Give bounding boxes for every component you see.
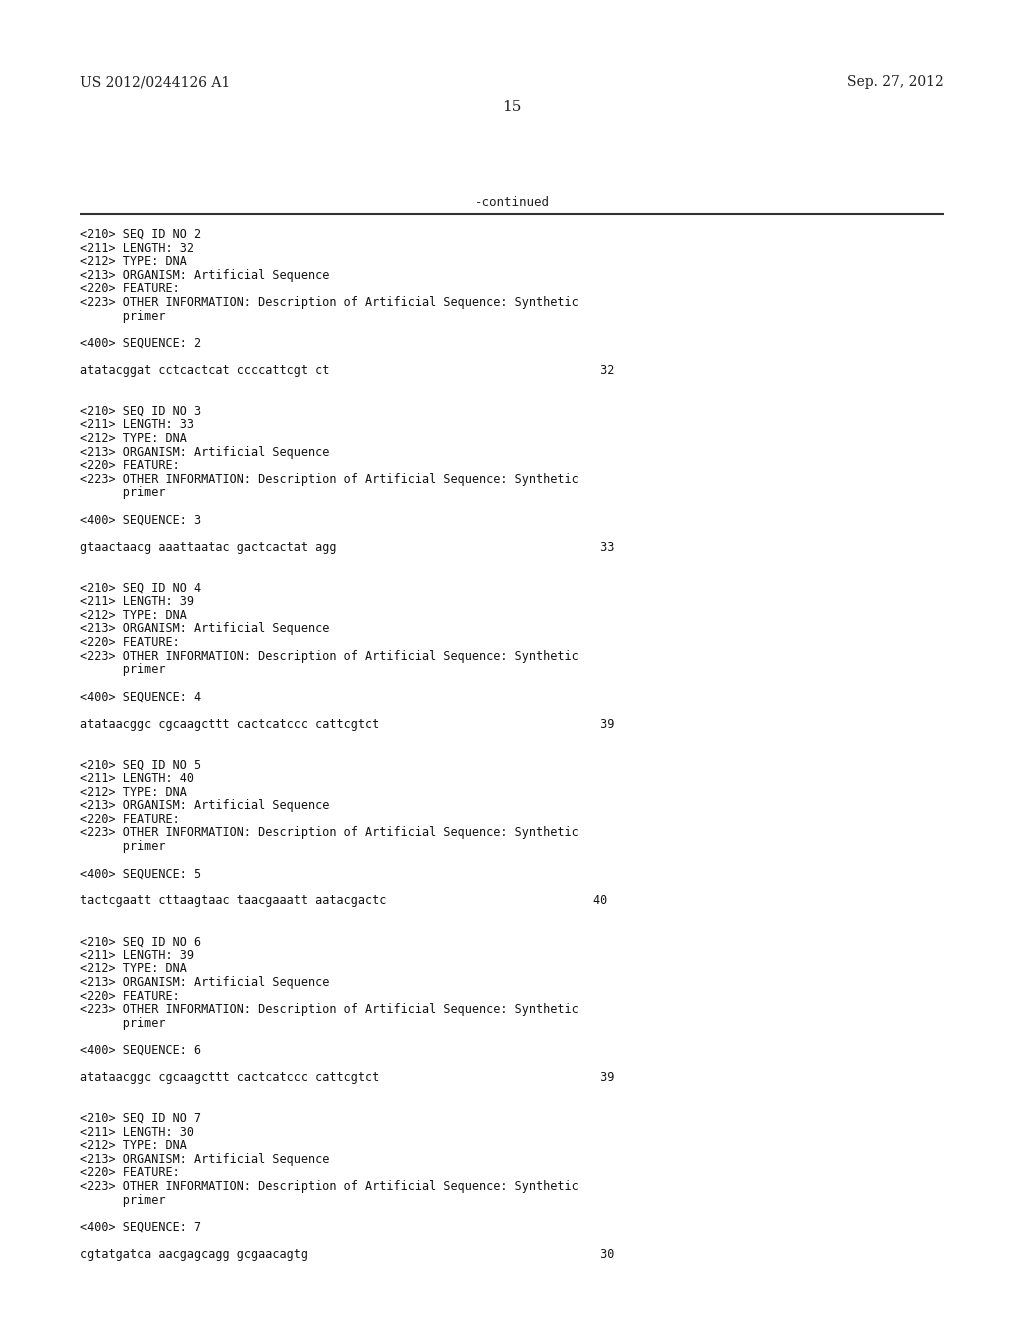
- Text: <213> ORGANISM: Artificial Sequence: <213> ORGANISM: Artificial Sequence: [80, 799, 330, 812]
- Text: <210> SEQ ID NO 6: <210> SEQ ID NO 6: [80, 935, 201, 948]
- Text: primer: primer: [80, 663, 166, 676]
- Text: <223> OTHER INFORMATION: Description of Artificial Sequence: Synthetic: <223> OTHER INFORMATION: Description of …: [80, 1003, 579, 1016]
- Text: atataacggc cgcaagcttt cactcatccc cattcgtct                               39: atataacggc cgcaagcttt cactcatccc cattcgt…: [80, 1072, 614, 1084]
- Text: <213> ORGANISM: Artificial Sequence: <213> ORGANISM: Artificial Sequence: [80, 975, 330, 989]
- Text: <223> OTHER INFORMATION: Description of Artificial Sequence: Synthetic: <223> OTHER INFORMATION: Description of …: [80, 473, 579, 486]
- Text: <213> ORGANISM: Artificial Sequence: <213> ORGANISM: Artificial Sequence: [80, 1152, 330, 1166]
- Text: gtaactaacg aaattaatac gactcactat agg                                     33: gtaactaacg aaattaatac gactcactat agg 33: [80, 541, 614, 554]
- Text: <220> FEATURE:: <220> FEATURE:: [80, 813, 180, 826]
- Text: <223> OTHER INFORMATION: Description of Artificial Sequence: Synthetic: <223> OTHER INFORMATION: Description of …: [80, 826, 579, 840]
- Text: <400> SEQUENCE: 7: <400> SEQUENCE: 7: [80, 1221, 201, 1234]
- Text: <211> LENGTH: 33: <211> LENGTH: 33: [80, 418, 194, 432]
- Text: 15: 15: [503, 100, 521, 114]
- Text: <211> LENGTH: 30: <211> LENGTH: 30: [80, 1126, 194, 1139]
- Text: <400> SEQUENCE: 4: <400> SEQUENCE: 4: [80, 690, 201, 704]
- Text: <211> LENGTH: 39: <211> LENGTH: 39: [80, 595, 194, 609]
- Text: <211> LENGTH: 40: <211> LENGTH: 40: [80, 772, 194, 785]
- Text: <223> OTHER INFORMATION: Description of Artificial Sequence: Synthetic: <223> OTHER INFORMATION: Description of …: [80, 1180, 579, 1193]
- Text: <210> SEQ ID NO 2: <210> SEQ ID NO 2: [80, 228, 201, 242]
- Text: primer: primer: [80, 1016, 166, 1030]
- Text: <213> ORGANISM: Artificial Sequence: <213> ORGANISM: Artificial Sequence: [80, 269, 330, 281]
- Text: <400> SEQUENCE: 5: <400> SEQUENCE: 5: [80, 867, 201, 880]
- Text: <211> LENGTH: 39: <211> LENGTH: 39: [80, 949, 194, 962]
- Text: <213> ORGANISM: Artificial Sequence: <213> ORGANISM: Artificial Sequence: [80, 446, 330, 458]
- Text: <212> TYPE: DNA: <212> TYPE: DNA: [80, 962, 186, 975]
- Text: <210> SEQ ID NO 3: <210> SEQ ID NO 3: [80, 405, 201, 418]
- Text: <212> TYPE: DNA: <212> TYPE: DNA: [80, 432, 186, 445]
- Text: <400> SEQUENCE: 6: <400> SEQUENCE: 6: [80, 1044, 201, 1057]
- Text: Sep. 27, 2012: Sep. 27, 2012: [847, 75, 944, 88]
- Text: <220> FEATURE:: <220> FEATURE:: [80, 459, 180, 473]
- Text: atatacggat cctcactcat ccccattcgt ct                                      32: atatacggat cctcactcat ccccattcgt ct 32: [80, 364, 614, 378]
- Text: <210> SEQ ID NO 4: <210> SEQ ID NO 4: [80, 582, 201, 594]
- Text: <212> TYPE: DNA: <212> TYPE: DNA: [80, 1139, 186, 1152]
- Text: cgtatgatca aacgagcagg gcgaacagtg                                         30: cgtatgatca aacgagcagg gcgaacagtg 30: [80, 1247, 614, 1261]
- Text: <212> TYPE: DNA: <212> TYPE: DNA: [80, 785, 186, 799]
- Text: primer: primer: [80, 1193, 166, 1206]
- Text: <400> SEQUENCE: 3: <400> SEQUENCE: 3: [80, 513, 201, 527]
- Text: <220> FEATURE:: <220> FEATURE:: [80, 636, 180, 649]
- Text: <211> LENGTH: 32: <211> LENGTH: 32: [80, 242, 194, 255]
- Text: <223> OTHER INFORMATION: Description of Artificial Sequence: Synthetic: <223> OTHER INFORMATION: Description of …: [80, 649, 579, 663]
- Text: <210> SEQ ID NO 7: <210> SEQ ID NO 7: [80, 1111, 201, 1125]
- Text: <223> OTHER INFORMATION: Description of Artificial Sequence: Synthetic: <223> OTHER INFORMATION: Description of …: [80, 296, 579, 309]
- Text: <213> ORGANISM: Artificial Sequence: <213> ORGANISM: Artificial Sequence: [80, 623, 330, 635]
- Text: tactcgaatt cttaagtaac taacgaaatt aatacgactc                             40: tactcgaatt cttaagtaac taacgaaatt aatacga…: [80, 895, 607, 907]
- Text: <212> TYPE: DNA: <212> TYPE: DNA: [80, 255, 186, 268]
- Text: primer: primer: [80, 840, 166, 853]
- Text: -continued: -continued: [474, 195, 550, 209]
- Text: <220> FEATURE:: <220> FEATURE:: [80, 282, 180, 296]
- Text: primer: primer: [80, 310, 166, 322]
- Text: atataacggc cgcaagcttt cactcatccc cattcgtct                               39: atataacggc cgcaagcttt cactcatccc cattcgt…: [80, 718, 614, 730]
- Text: <220> FEATURE:: <220> FEATURE:: [80, 1167, 180, 1179]
- Text: US 2012/0244126 A1: US 2012/0244126 A1: [80, 75, 230, 88]
- Text: primer: primer: [80, 486, 166, 499]
- Text: <210> SEQ ID NO 5: <210> SEQ ID NO 5: [80, 759, 201, 771]
- Text: <400> SEQUENCE: 2: <400> SEQUENCE: 2: [80, 337, 201, 350]
- Text: <212> TYPE: DNA: <212> TYPE: DNA: [80, 609, 186, 622]
- Text: <220> FEATURE:: <220> FEATURE:: [80, 990, 180, 1003]
